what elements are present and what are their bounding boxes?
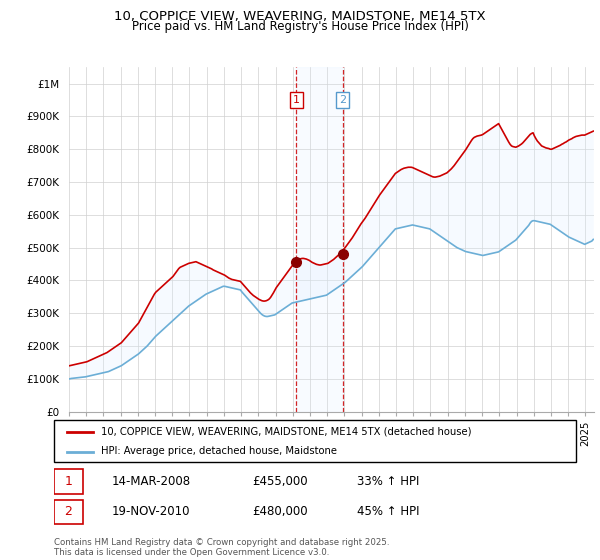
Text: 10, COPPICE VIEW, WEAVERING, MAIDSTONE, ME14 5TX: 10, COPPICE VIEW, WEAVERING, MAIDSTONE, … — [114, 10, 486, 23]
FancyBboxPatch shape — [54, 500, 83, 524]
Text: 14-MAR-2008: 14-MAR-2008 — [112, 475, 191, 488]
Text: 45% ↑ HPI: 45% ↑ HPI — [357, 505, 419, 519]
Text: 19-NOV-2010: 19-NOV-2010 — [112, 505, 190, 519]
Text: £455,000: £455,000 — [253, 475, 308, 488]
Text: 2: 2 — [339, 95, 346, 105]
FancyBboxPatch shape — [54, 420, 576, 462]
Bar — [296, 67, 343, 412]
Text: 2: 2 — [64, 505, 72, 519]
Text: 10, COPPICE VIEW, WEAVERING, MAIDSTONE, ME14 5TX (detached house): 10, COPPICE VIEW, WEAVERING, MAIDSTONE, … — [101, 427, 472, 437]
Text: Price paid vs. HM Land Registry's House Price Index (HPI): Price paid vs. HM Land Registry's House … — [131, 20, 469, 33]
Text: 1: 1 — [64, 475, 72, 488]
Text: £480,000: £480,000 — [253, 505, 308, 519]
Text: Contains HM Land Registry data © Crown copyright and database right 2025.
This d: Contains HM Land Registry data © Crown c… — [54, 538, 389, 557]
FancyBboxPatch shape — [54, 469, 83, 494]
Text: 1: 1 — [293, 95, 300, 105]
Text: HPI: Average price, detached house, Maidstone: HPI: Average price, detached house, Maid… — [101, 446, 337, 456]
Text: 33% ↑ HPI: 33% ↑ HPI — [357, 475, 419, 488]
